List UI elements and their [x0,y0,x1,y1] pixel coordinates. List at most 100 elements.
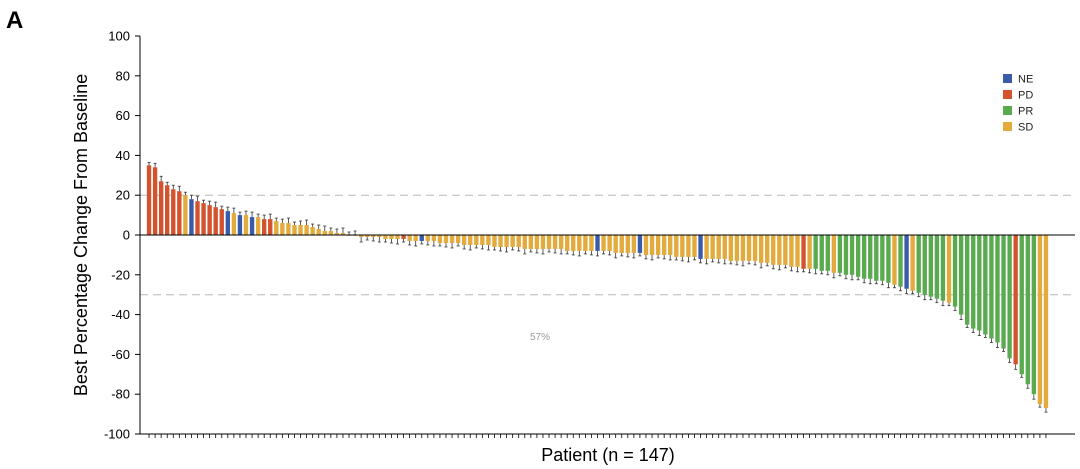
bar-sd [255,217,261,235]
x-axis-title: Patient (n = 147) [541,445,675,465]
bars [146,165,1049,409]
bar-pd [219,209,224,235]
bar-pd [207,205,212,235]
bar-sd [946,235,952,303]
bar-sd [498,235,503,247]
bar-pr [971,235,976,329]
bar-sd [377,235,382,237]
bar-sd [661,235,667,255]
bar-pr [886,235,891,283]
bar-pd [152,167,158,235]
bar-pd [158,181,164,235]
bar-pr [965,235,970,325]
bar-sd [692,235,697,257]
bar-sd [298,225,303,235]
bar-sd [583,235,588,251]
bar-sd [740,235,746,261]
bar-sd [649,235,655,255]
bar-sd [534,235,540,249]
bar-sd [777,235,782,265]
bar-pr [898,235,903,287]
legend-swatch-sd [1003,122,1012,131]
bar-sd [795,235,800,267]
y-axis-title: Best Percentage Change From Baseline [71,74,91,396]
bar-pd [195,201,200,235]
bar-sd [274,221,279,235]
bar-sd [540,235,546,249]
bar-sd [722,235,727,259]
bar-sd [455,235,461,243]
bar-sd [292,225,297,235]
bar-sd [710,235,715,259]
bar-sd [1043,235,1049,409]
bar-sd [449,235,455,243]
bar-ne [419,235,424,241]
bar-sd [674,235,679,257]
bar-pr [1007,235,1012,359]
bar-sd [437,235,443,243]
bar-pd [1013,235,1018,365]
bar-sd [231,213,237,235]
y-tick-label: -100 [104,427,130,442]
bar-sd [316,229,321,235]
bar-pr [849,235,855,275]
bar-sd [522,235,527,249]
bar-sd [625,235,630,253]
bar-sd [528,235,534,249]
bar-sd [704,235,709,259]
bar-ne [249,217,255,235]
legend-swatch-pd [1003,90,1012,99]
error-bars [147,161,1048,413]
bar-sd [280,223,285,235]
bar-ne [225,211,230,235]
bar-sd [680,235,685,257]
bar-pr [1031,235,1037,395]
bar-sd [461,235,467,245]
bar-sd [1037,235,1043,405]
bar-sd [686,235,691,257]
y-tick-label: 100 [108,29,130,44]
bar-sd [486,235,491,245]
bar-ne [237,215,243,235]
bar-sd [358,235,364,237]
bar-pd [177,191,182,235]
bar-pr [880,235,885,281]
bar-sd [655,235,661,255]
bar-pd [213,207,218,235]
bar-pr [1025,235,1030,385]
bar-sd [892,235,897,285]
bar-sd [413,235,418,241]
legend-swatch-pr [1003,106,1012,115]
legend-label-pd: PD [1018,90,1033,102]
bar-sd [613,235,618,253]
legend-label-sd: SD [1018,122,1033,134]
bar-pr [1001,235,1006,349]
bar-sd [371,235,376,237]
bar-sd [746,235,752,261]
bar-sd [243,215,249,235]
bar-pr [983,235,988,335]
bar-sd [510,235,515,247]
bar-sd [577,235,582,251]
bar-pd [146,165,152,235]
bar-sd [728,235,734,261]
bar-pr [922,235,927,295]
bar-pr [952,235,958,307]
bar-sd [340,233,346,235]
y-tick-label: 40 [116,148,130,163]
bar-pd [268,219,273,235]
bar-sd [552,235,558,249]
y-tick-label: -40 [111,307,130,322]
bar-sd [668,235,673,255]
bar-sd [286,223,291,235]
bar-pr [916,235,921,293]
bar-pr [868,235,873,279]
bar-pr [874,235,879,281]
bar-ne [698,235,703,259]
bar-pr [928,235,933,297]
legend-swatch-ne [1003,74,1012,83]
bar-sd [771,235,776,265]
bar-sd [365,235,370,237]
bar-pd [165,185,170,235]
